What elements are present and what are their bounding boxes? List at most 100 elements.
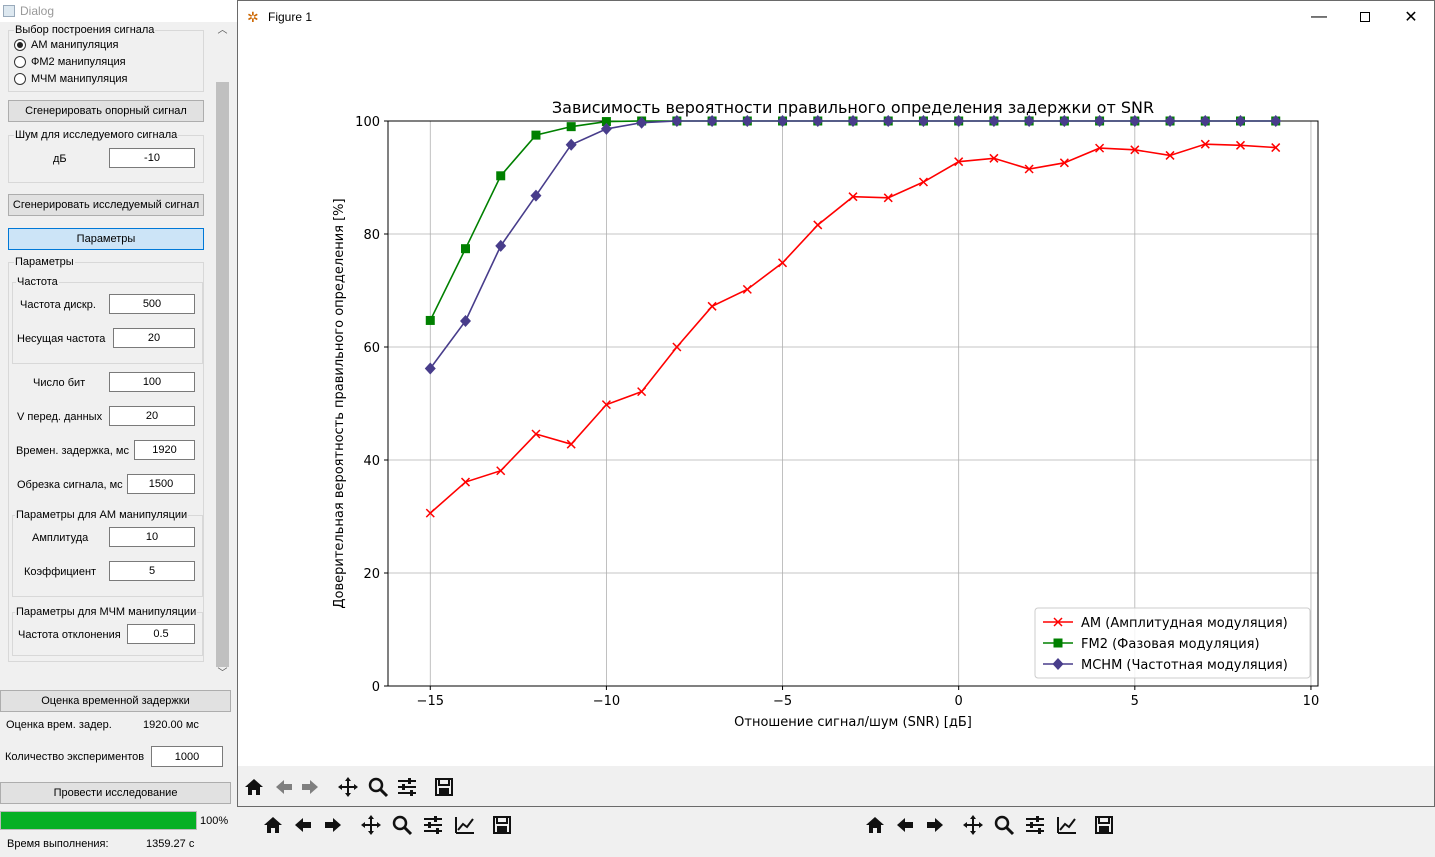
- coef-input[interactable]: 5: [109, 561, 195, 581]
- deviation-input[interactable]: 0.5: [127, 624, 195, 644]
- data-point: [1024, 164, 1034, 174]
- scroll-up-icon[interactable]: ︿: [217, 25, 228, 36]
- minimize-icon[interactable]: —: [1311, 8, 1327, 25]
- freq-group-title: Частота: [16, 276, 59, 288]
- carrier-input[interactable]: 20: [113, 328, 195, 348]
- edit-axis-icon[interactable]: [1054, 812, 1080, 838]
- data-point: [601, 400, 611, 410]
- radio-fm2[interactable]: ФМ2 манипуляция: [14, 56, 126, 68]
- radio-mchm-label: МЧМ манипуляция: [31, 73, 128, 85]
- save-icon[interactable]: [489, 812, 515, 838]
- dialog-window: Dialog Выбор построения сигнала АМ манип…: [0, 0, 240, 857]
- sample-rate-label: Частота дискр.: [20, 299, 96, 311]
- y-axis-label: Доверительная вероятность правильного оп…: [332, 198, 347, 608]
- scroll-thumb[interactable]: [216, 82, 229, 667]
- forward-icon[interactable]: [922, 812, 948, 838]
- zoom-icon[interactable]: [365, 774, 391, 800]
- progress-text: 100%: [200, 815, 229, 827]
- experiments-input[interactable]: 1000: [151, 746, 223, 767]
- zoom-icon[interactable]: [389, 812, 415, 838]
- am-params-group-title: Параметры для АМ манипуляции: [15, 509, 189, 521]
- back-icon[interactable]: [271, 774, 297, 800]
- time-label: Время выполнения:: [7, 838, 109, 850]
- radio-am[interactable]: АМ манипуляция: [14, 39, 118, 51]
- scroll-down-icon[interactable]: ﹀: [217, 668, 228, 679]
- series-1: [425, 116, 1281, 325]
- pan-icon[interactable]: [960, 812, 986, 838]
- data-point: [847, 115, 859, 127]
- radio-mchm[interactable]: МЧМ манипуляция: [14, 73, 127, 85]
- coef-label: Коэффициент: [24, 566, 97, 578]
- data-point: [1199, 115, 1211, 127]
- configure-subplots-icon[interactable]: [420, 812, 446, 838]
- series-line: [429, 120, 1276, 369]
- params-group: [8, 262, 204, 662]
- data-point: [637, 387, 647, 397]
- radio-mchm-indicator[interactable]: [14, 73, 26, 85]
- sample-rate-input[interactable]: 500: [109, 294, 195, 314]
- cut-label: Обрезка сигнала, мс: [17, 479, 123, 491]
- data-point: [671, 115, 683, 127]
- generate-test-button[interactable]: Сгенерировать исследуемый сигнал: [8, 194, 204, 216]
- background-toolbar-left: [258, 810, 518, 840]
- data-point: [954, 157, 964, 167]
- params-scrollbar[interactable]: ︿ ﹀: [214, 22, 231, 682]
- signal-group-title: Выбор построения сигнала: [14, 24, 156, 36]
- noise-db-input[interactable]: -10: [109, 148, 195, 168]
- y-tick-label: 20: [363, 567, 380, 582]
- series-line: [429, 143, 1276, 514]
- data-point: [460, 477, 471, 487]
- save-icon[interactable]: [431, 774, 457, 800]
- y-tick-label: 80: [363, 228, 380, 243]
- bits-input[interactable]: 100: [109, 372, 195, 392]
- freq-group: [12, 282, 203, 364]
- edit-axis-icon[interactable]: [452, 812, 478, 838]
- x-axis-label: Отношение сигнал/шум (SNR) [дБ]: [734, 715, 972, 730]
- home-icon[interactable]: [260, 812, 286, 838]
- zoom-icon[interactable]: [991, 812, 1017, 838]
- x-tick-label: 0: [955, 694, 963, 709]
- radio-fm2-indicator[interactable]: [14, 56, 26, 68]
- close-icon[interactable]: ✕: [1404, 9, 1418, 26]
- background-toolbar-right: [860, 810, 1120, 840]
- parameters-button[interactable]: Параметры: [8, 228, 204, 250]
- data-point: [530, 189, 542, 202]
- data-point: [813, 220, 823, 230]
- configure-subplots-icon[interactable]: [394, 774, 420, 800]
- legend-label: AM (Амплитудная модуляция): [1081, 616, 1288, 631]
- data-point: [741, 115, 753, 127]
- data-point: [777, 115, 789, 127]
- data-point: [1130, 145, 1140, 155]
- rate-input[interactable]: 20: [109, 406, 195, 426]
- experiments-label: Количество экспериментов: [5, 751, 145, 763]
- data-point: [496, 466, 506, 476]
- forward-icon[interactable]: [320, 812, 346, 838]
- run-study-button[interactable]: Провести исследование: [0, 782, 231, 804]
- back-icon[interactable]: [290, 812, 316, 838]
- data-point: [1270, 115, 1282, 127]
- maximize-icon[interactable]: [1342, 1, 1388, 33]
- save-icon[interactable]: [1091, 812, 1117, 838]
- forward-icon[interactable]: [297, 774, 323, 800]
- data-point: [495, 239, 507, 252]
- home-icon[interactable]: [862, 812, 888, 838]
- pan-icon[interactable]: [358, 812, 384, 838]
- chart-title: Зависимость вероятности правильного опре…: [552, 98, 1154, 117]
- data-point: [1095, 143, 1105, 153]
- legend-marker: [1053, 617, 1063, 627]
- cut-input[interactable]: 1500: [127, 474, 195, 494]
- data-point: [1058, 115, 1070, 127]
- amplitude-input[interactable]: 10: [109, 527, 195, 547]
- data-point: [425, 315, 435, 325]
- delay-input[interactable]: 1920: [134, 440, 195, 460]
- back-icon[interactable]: [892, 812, 918, 838]
- pan-icon[interactable]: [335, 774, 361, 800]
- radio-am-indicator[interactable]: [14, 39, 26, 51]
- home-icon[interactable]: [241, 774, 267, 800]
- configure-subplots-icon[interactable]: [1022, 812, 1048, 838]
- deviation-label: Частота отклонения: [18, 629, 121, 641]
- generate-reference-button[interactable]: Сгенерировать опорный сигнал: [8, 100, 204, 122]
- estimate-delay-button[interactable]: Оценка временной задержки: [0, 690, 231, 712]
- data-point: [496, 171, 506, 181]
